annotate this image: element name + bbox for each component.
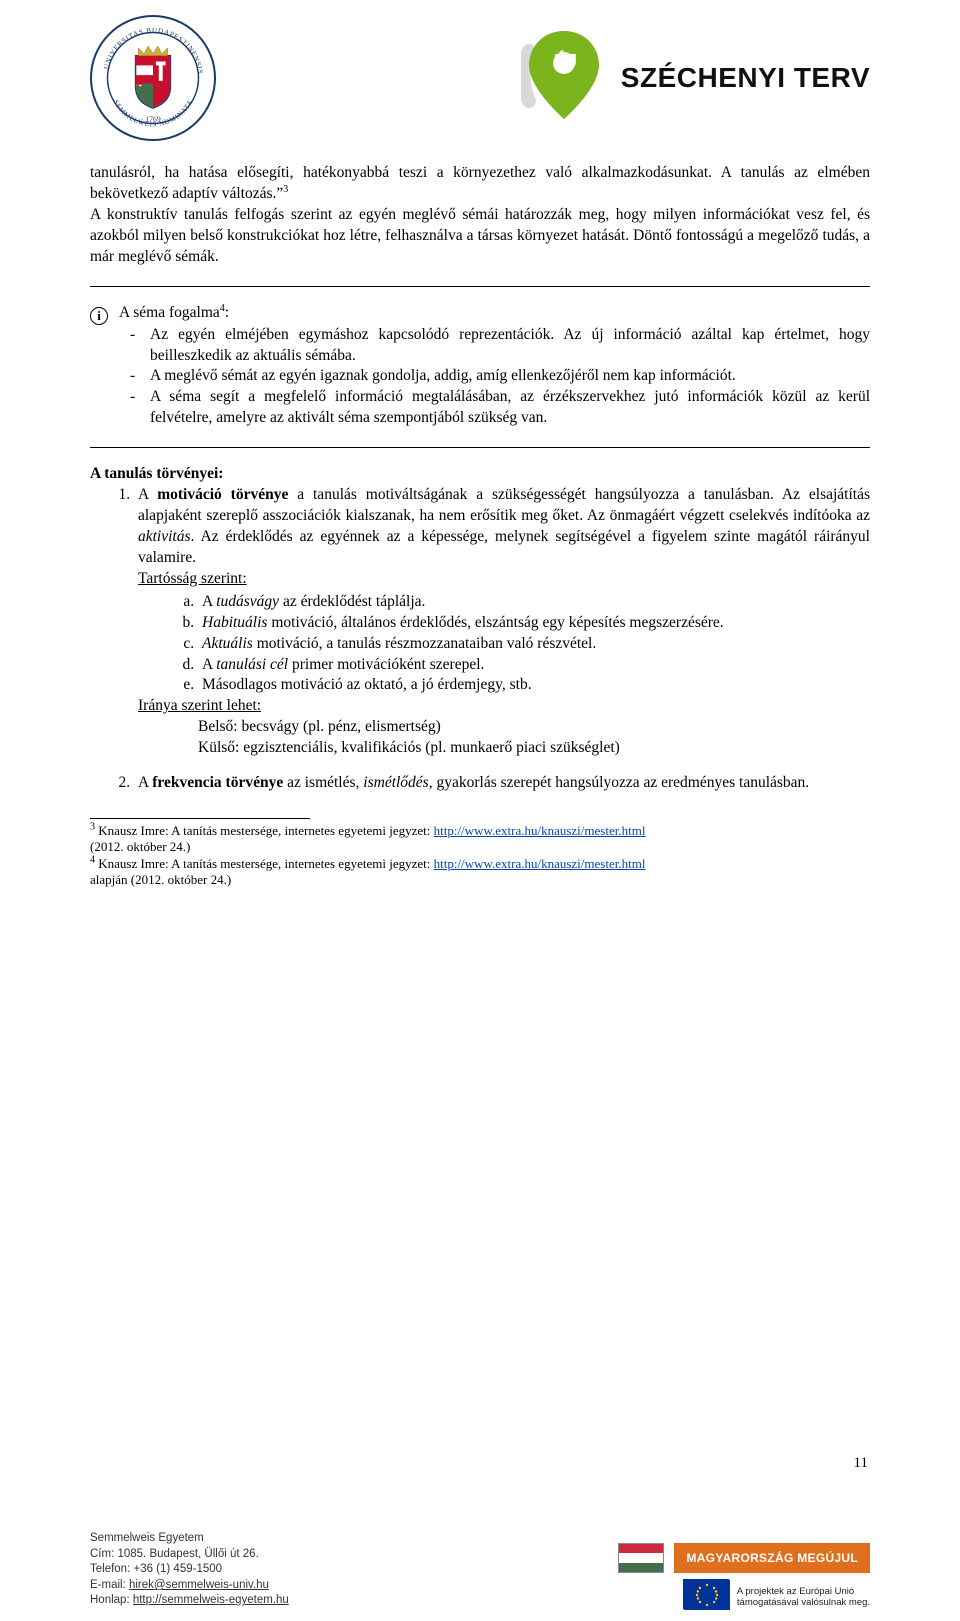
footer-phone: Telefon: +36 (1) 459-1500 bbox=[90, 1562, 289, 1578]
footer-org: Semmelweis Egyetem bbox=[90, 1531, 289, 1547]
footer-address: Cím: 1085. Budapest, Üllői út 26. bbox=[90, 1547, 289, 1563]
footer-right: MAGYARORSZÁG MEGÚJUL A projektek bbox=[618, 1543, 870, 1609]
footnote-4: 4 Knausz Imre: A tanítás mestersége, int… bbox=[90, 856, 870, 872]
info-heading: i A séma fogalma4: bbox=[90, 303, 870, 325]
dur-d: A tanulási cél primer motivációként szer… bbox=[198, 655, 870, 676]
footnote-3: 3 Knausz Imre: A tanítás mestersége, int… bbox=[90, 823, 870, 839]
info-item-2: A meglévő sémát az egyén igaznak gondolj… bbox=[150, 366, 870, 387]
body-text: tanulásról, ha hatása elősegíti, hatékon… bbox=[90, 163, 870, 888]
szechenyi-logo: ÚJ SZÉCHENYI TERV bbox=[521, 23, 870, 133]
intro-p1-footnote-ref: 3 bbox=[283, 184, 288, 195]
footer-email-line: E-mail: hirek@semmelweis-univ.hu bbox=[90, 1578, 289, 1594]
dur-a: A tudásvágy az érdeklődést táplálja. bbox=[198, 592, 870, 613]
university-seal: UNIVERSITAS BUDAPESTINENSIS DE SEMMELWEI… bbox=[90, 15, 216, 141]
divider-1 bbox=[90, 286, 870, 287]
info-icon: i bbox=[90, 307, 108, 325]
szechenyi-title: SZÉCHENYI TERV bbox=[621, 59, 870, 97]
footnote-3-link[interactable]: http://www.extra.hu/knauszi/mester.html bbox=[434, 823, 646, 838]
law-1-name: motiváció törvénye bbox=[157, 486, 288, 503]
dur-c: Aktuális motiváció, a tanulás részmozzan… bbox=[198, 634, 870, 655]
laws-list: A motiváció törvénye a tanulás motiválts… bbox=[90, 485, 870, 794]
eu-row: A projektek az Európai Unió támogatásáva… bbox=[683, 1579, 870, 1609]
direction-label: Iránya szerint lehet: bbox=[138, 697, 261, 714]
info-item-1: Az egyén elméjében egymáshoz kapcsolódó … bbox=[150, 325, 870, 367]
intro-p1-text: tanulásról, ha hatása elősegíti, hatékon… bbox=[90, 164, 870, 202]
divider-2 bbox=[90, 447, 870, 448]
info-title-a: A séma fogalma bbox=[119, 304, 220, 321]
dur-e: Másodlagos motiváció az oktató, a jó érd… bbox=[198, 675, 870, 696]
intro-p1: tanulásról, ha hatása elősegíti, hatékon… bbox=[90, 163, 870, 205]
info-block: i A séma fogalma4: Az egyén elméjében eg… bbox=[90, 303, 870, 430]
law-1: A motiváció törvénye a tanulás motiválts… bbox=[134, 485, 870, 759]
law-2: A frekvencia törvénye az ismétlés, ismét… bbox=[134, 773, 870, 794]
page-container: UNIVERSITAS BUDAPESTINENSIS DE SEMMELWEI… bbox=[0, 0, 960, 888]
dur-b: Habituális motiváció, általános érdeklőd… bbox=[198, 613, 870, 634]
info-item-3: A séma segít a megfelelő információ megt… bbox=[150, 387, 870, 429]
footer-contact: Semmelweis Egyetem Cím: 1085. Budapest, … bbox=[90, 1531, 289, 1609]
szechenyi-uj-badge: ÚJ bbox=[554, 50, 577, 71]
footnotes: 3 Knausz Imre: A tanítás mestersége, int… bbox=[90, 823, 870, 888]
eu-flag-icon bbox=[683, 1579, 729, 1609]
page-footer: Semmelweis Egyetem Cím: 1085. Budapest, … bbox=[0, 1531, 960, 1609]
footer-web-link[interactable]: http://semmelweis-egyetem.hu bbox=[133, 1594, 289, 1606]
info-title-b: : bbox=[225, 304, 229, 321]
eu-caption: A projektek az Európai Unió támogatásáva… bbox=[737, 1587, 870, 1609]
intro-paragraphs: tanulásról, ha hatása elősegíti, hatékon… bbox=[90, 163, 870, 268]
megujul-badge: MAGYARORSZÁG MEGÚJUL bbox=[674, 1543, 870, 1573]
footnote-3b: (2012. október 24.) bbox=[90, 839, 870, 855]
footnote-4b: alapján (2012. október 24.) bbox=[90, 872, 870, 888]
direction-outer: Külső: egzisztenciális, kvalifikációs (p… bbox=[198, 738, 870, 759]
page-number: 11 bbox=[854, 1453, 868, 1473]
footnote-4-link[interactable]: http://www.extra.hu/knauszi/mester.html bbox=[434, 856, 646, 871]
hungary-flag-icon bbox=[618, 1543, 664, 1573]
info-list: Az egyén elméjében egymáshoz kapcsolódó … bbox=[90, 325, 870, 430]
direction-block: Belső: becsvágy (pl. pénz, elismertség) … bbox=[138, 717, 870, 759]
duration-label: Tartósság szerint: bbox=[138, 570, 247, 587]
footer-email-link[interactable]: hirek@semmelweis-univ.hu bbox=[129, 1579, 269, 1591]
footnote-rule bbox=[90, 818, 310, 819]
intro-p2: A konstruktív tanulás felfogás szerint a… bbox=[90, 205, 870, 268]
law-2-name: frekvencia törvénye bbox=[152, 774, 283, 791]
seal-year: · 1769 · bbox=[141, 115, 166, 124]
duration-list: A tudásvágy az érdeklődést táplálja. Hab… bbox=[138, 592, 870, 697]
seal-svg: UNIVERSITAS BUDAPESTINENSIS DE SEMMELWEI… bbox=[92, 17, 214, 139]
szechenyi-pin-icon: ÚJ bbox=[521, 23, 607, 133]
page-header: UNIVERSITAS BUDAPESTINENSIS DE SEMMELWEI… bbox=[90, 15, 870, 141]
direction-inner: Belső: becsvágy (pl. pénz, elismertség) bbox=[198, 717, 870, 738]
footer-web-line: Honlap: http://semmelweis-egyetem.hu bbox=[90, 1593, 289, 1609]
laws-title: A tanulás törvényei: bbox=[90, 464, 870, 485]
szechenyi-title-text: SZÉCHENYI TERV bbox=[621, 62, 870, 93]
